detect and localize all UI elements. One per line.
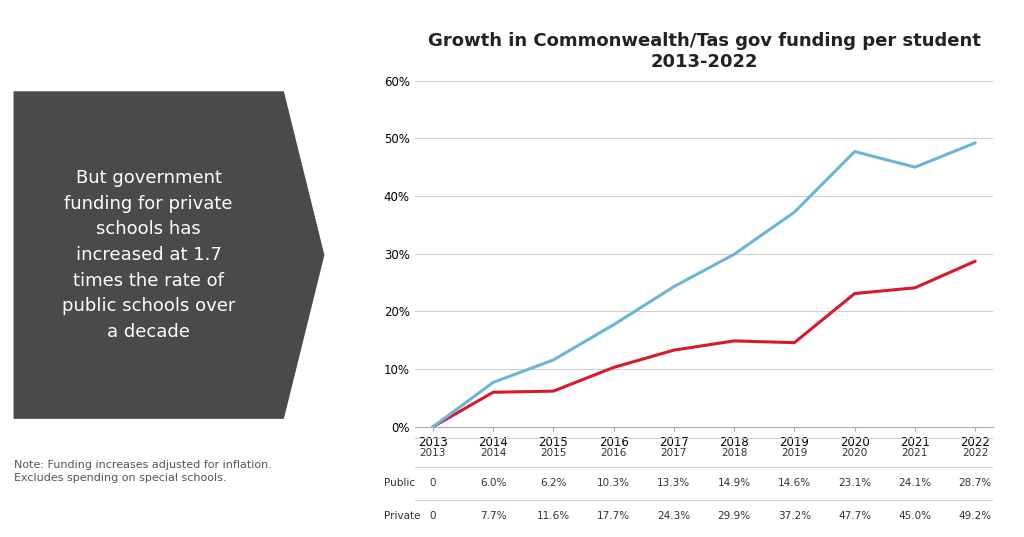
Text: 37.2%: 37.2%	[778, 511, 811, 521]
Text: 2022: 2022	[962, 448, 988, 458]
Text: 2015: 2015	[540, 448, 566, 458]
Text: 29.9%: 29.9%	[718, 511, 751, 521]
Text: 2019: 2019	[781, 448, 808, 458]
Text: 24.1%: 24.1%	[898, 477, 932, 488]
Title: Growth in Commonwealth/Tas gov funding per student
2013-2022: Growth in Commonwealth/Tas gov funding p…	[428, 32, 980, 71]
Text: 0: 0	[429, 477, 436, 488]
Text: 23.1%: 23.1%	[838, 477, 871, 488]
Text: 13.3%: 13.3%	[657, 477, 690, 488]
Text: 17.7%: 17.7%	[597, 511, 630, 521]
Text: 10.3%: 10.3%	[597, 477, 630, 488]
Text: Public: Public	[384, 477, 415, 488]
Text: 6.0%: 6.0%	[480, 477, 506, 488]
Text: 2018: 2018	[721, 448, 748, 458]
Polygon shape	[13, 91, 325, 419]
Text: 45.0%: 45.0%	[898, 511, 932, 521]
Text: 49.2%: 49.2%	[958, 511, 992, 521]
Text: 2020: 2020	[842, 448, 867, 458]
Text: Note: Funding increases adjusted for inflation.
Excludes spending on special sch: Note: Funding increases adjusted for inf…	[13, 460, 271, 483]
Text: 11.6%: 11.6%	[537, 511, 570, 521]
Text: 2016: 2016	[600, 448, 627, 458]
Text: 6.2%: 6.2%	[540, 477, 566, 488]
Text: 24.3%: 24.3%	[657, 511, 690, 521]
Text: 14.9%: 14.9%	[718, 477, 751, 488]
Text: 2017: 2017	[660, 448, 687, 458]
Text: 2013: 2013	[420, 448, 446, 458]
Text: But government
funding for private
schools has
increased at 1.7
times the rate o: But government funding for private schoo…	[62, 169, 236, 341]
Text: Private: Private	[384, 511, 420, 521]
Text: 14.6%: 14.6%	[778, 477, 811, 488]
Text: 2021: 2021	[902, 448, 928, 458]
Text: 28.7%: 28.7%	[958, 477, 992, 488]
Text: 0: 0	[429, 511, 436, 521]
Text: 2014: 2014	[480, 448, 506, 458]
Text: 47.7%: 47.7%	[838, 511, 871, 521]
Text: 7.7%: 7.7%	[480, 511, 506, 521]
